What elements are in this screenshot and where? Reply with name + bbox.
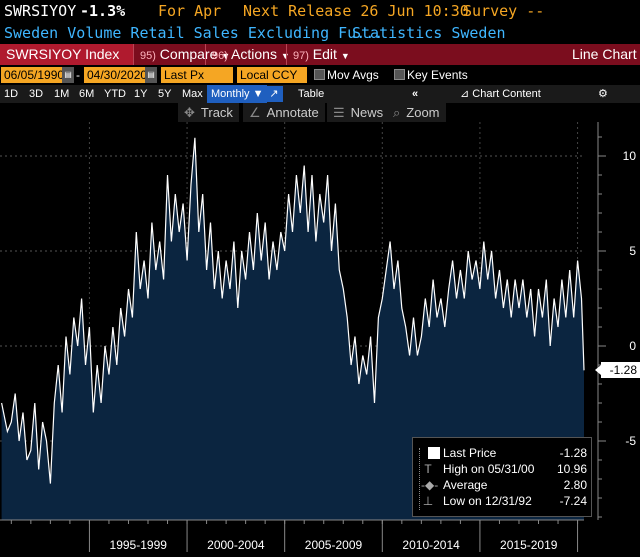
x-tick-label: 2005-2009	[305, 538, 363, 552]
legend-last-price: Last Price -1.28	[413, 445, 591, 461]
high-marker-icon: T	[424, 462, 432, 476]
data-source: Statistics Sweden	[352, 24, 506, 42]
chart-type-label[interactable]: Line Chart	[572, 46, 637, 62]
index-label[interactable]: SWRSIYOY Index	[0, 44, 133, 65]
period-1m[interactable]: 1M	[54, 88, 70, 100]
chart-tools: ✥ Track ∠ Annotate ☰ News ⌕ Zoom	[0, 103, 640, 122]
period-selector: 1D 3D 1M 6M YTD 1Y 5Y Max Monthly ▼ ↗ Ta…	[0, 85, 640, 103]
series-area	[1, 137, 585, 521]
release-period: For Apr	[158, 2, 222, 20]
period-1y[interactable]: 1Y	[134, 88, 148, 100]
security-description: Sweden Volume Retail Sales Excluding Fu.…	[0, 23, 640, 44]
gear-icon[interactable]: ⚙	[598, 88, 608, 100]
field-select[interactable]: Last Px	[161, 67, 233, 83]
percent-change: -1.3%	[80, 2, 126, 20]
y-tick-label: 0	[629, 339, 636, 353]
news-icon: ☰	[333, 105, 345, 120]
chart-legend[interactable]: Last Price -1.28 T High on 05/31/00 10.9…	[412, 437, 592, 517]
crosshair-icon: ✥	[184, 105, 195, 120]
period-1d[interactable]: 1D	[4, 88, 19, 100]
legend-low: ⊥ Low on 12/31/92 -7.24	[422, 494, 587, 508]
mov-avgs-checkbox[interactable]	[314, 69, 325, 80]
table-button[interactable]: Table	[298, 88, 325, 100]
x-tick-label: 1995-1999	[110, 538, 168, 552]
legend-bracket	[419, 448, 427, 510]
actions-button[interactable]: 96) Actions ▼	[205, 44, 296, 65]
currency-select[interactable]: Local CCY	[237, 67, 307, 83]
chevron-down-icon: ▼	[340, 51, 350, 61]
action-bar: SWRSIYOY Index 95) Compare ▼ 96) Actions…	[0, 44, 640, 65]
legend-high: T High on 05/31/00 10.96	[413, 461, 591, 477]
chart-content-icon: ⊿	[460, 88, 470, 100]
last-value-tag: -1.28	[595, 362, 640, 378]
annotate-tool[interactable]: ∠ Annotate	[243, 103, 325, 122]
series-swatch	[428, 447, 440, 459]
pencil-icon: ∠	[249, 105, 261, 120]
frequency-select[interactable]: Monthly ▼	[207, 85, 268, 103]
collapse-icon[interactable]: «	[412, 88, 419, 100]
chart-controls: 06/05/1990 ▤ - 04/30/2020 ▤ Last Px Loca…	[0, 66, 640, 84]
y-tick-label: -5	[625, 434, 636, 448]
line-chart-icon[interactable]: ↗	[265, 86, 283, 102]
security-name: Sweden Volume Retail Sales Excluding Fu.…	[4, 24, 384, 42]
news-tool[interactable]: ☰ News	[327, 103, 390, 122]
chevron-down-icon: ▼	[221, 51, 231, 61]
chevron-down-icon: ▼	[280, 51, 290, 61]
period-3d[interactable]: 3D	[29, 88, 44, 100]
edit-button[interactable]: 97) Edit ▼	[286, 44, 356, 65]
search-icon: ⌕	[393, 105, 401, 120]
legend-average: -◆- Average 2.80	[421, 478, 587, 492]
key-events-label: Key Events	[407, 68, 468, 82]
y-tick-label: 10	[623, 149, 637, 163]
x-tick-label: 2000-2004	[207, 538, 265, 552]
start-date-field[interactable]: 06/05/1990	[1, 67, 64, 83]
calendar-icon[interactable]: ▤	[145, 67, 157, 83]
period-6m[interactable]: 6M	[79, 88, 95, 100]
y-tick-label: 5	[629, 244, 636, 258]
compare-button[interactable]: 95) Compare ▼	[133, 44, 236, 65]
chevron-down-icon: ▼	[252, 88, 264, 100]
date-separator: -	[76, 68, 80, 82]
period-ytd[interactable]: YTD	[104, 88, 126, 100]
average-marker-icon: -◆-	[421, 478, 439, 492]
low-marker-icon: ⊥	[422, 494, 434, 508]
period-5y[interactable]: 5Y	[158, 88, 172, 100]
end-date-field[interactable]: 04/30/2020	[84, 67, 147, 83]
ticker-symbol[interactable]: SWRSIYOY	[4, 2, 77, 20]
mov-avgs-label: Mov Avgs	[327, 68, 379, 82]
zoom-tool[interactable]: ⌕ Zoom	[387, 103, 446, 122]
period-max[interactable]: Max	[182, 88, 203, 100]
chart-canvas[interactable]: -5 0 5 10 1995-1999 2000-2004 2005-2009 2010-20…	[0, 122, 640, 557]
chart-content-button[interactable]: ⊿ Chart Content	[460, 88, 541, 100]
track-tool[interactable]: ✥ Track	[178, 103, 239, 122]
survey-value: Survey --	[463, 2, 545, 20]
x-tick-label: 2015-2019	[500, 538, 558, 552]
calendar-icon[interactable]: ▤	[62, 67, 74, 83]
line-chart[interactable]: -5 0 5 10 1995-1999 2000-2004 2005-2009 2010-20…	[0, 122, 640, 557]
ticker-header: SWRSIYOY -1.3% For Apr Next Release 26 J…	[0, 0, 640, 23]
series-line	[1, 137, 585, 484]
next-release: Next Release 26 Jun 10:30	[243, 2, 469, 20]
x-tick-label: 2010-2014	[402, 538, 460, 552]
key-events-checkbox[interactable]	[394, 69, 405, 80]
